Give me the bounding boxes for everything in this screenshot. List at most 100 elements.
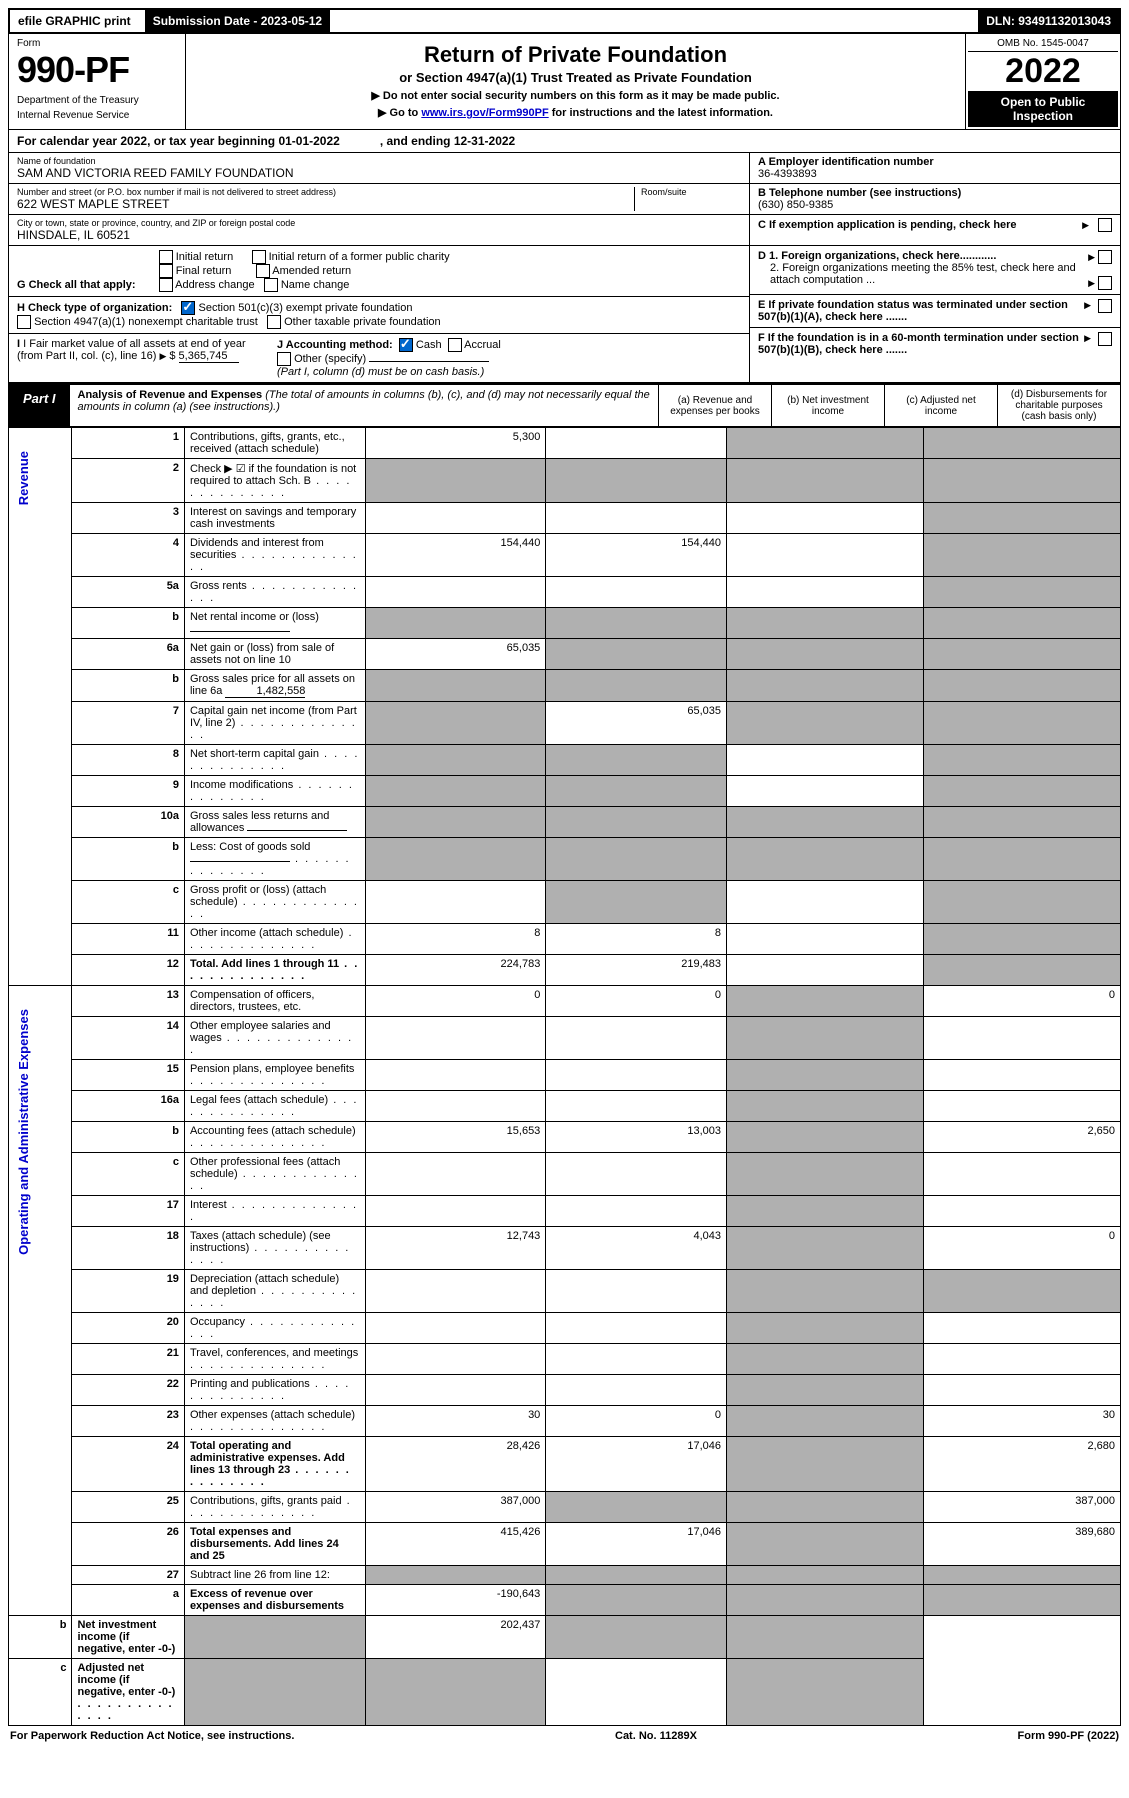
amount-cell (546, 577, 727, 608)
amount-cell: 65,035 (546, 702, 727, 745)
j-accrual-checkbox[interactable] (448, 338, 462, 352)
j-other-input[interactable] (369, 361, 489, 362)
amount-cell (184, 1659, 365, 1726)
table-row: 12Total. Add lines 1 through 11224,78321… (9, 955, 1121, 986)
table-row: 4Dividends and interest from securities1… (9, 534, 1121, 577)
j-cash-checkbox[interactable] (399, 338, 413, 352)
amount-cell (546, 1566, 727, 1585)
amount-cell (546, 1344, 727, 1375)
amount-cell (727, 1585, 924, 1616)
line-number: 15 (72, 1060, 184, 1091)
amount-cell: 30 (923, 1406, 1120, 1437)
g-final-checkbox[interactable] (159, 264, 173, 278)
h-501c3-checkbox[interactable] (181, 301, 195, 315)
addr-label: Number and street (or P.O. box number if… (17, 187, 634, 197)
amount-cell (923, 807, 1120, 838)
h-4947-checkbox[interactable] (17, 315, 31, 329)
amount-cell: 17,046 (546, 1437, 727, 1492)
identity-grid: Name of foundation SAM AND VICTORIA REED… (8, 153, 1121, 246)
amount-cell: 0 (923, 1227, 1120, 1270)
line-number: 23 (72, 1406, 184, 1437)
amount-cell (546, 459, 727, 503)
amount-cell (365, 1566, 546, 1585)
table-row: aExcess of revenue over expenses and dis… (9, 1585, 1121, 1616)
i-j-row: I I Fair market value of all assets at e… (9, 334, 749, 382)
g-former-checkbox[interactable] (252, 250, 266, 264)
amount-cell (365, 1060, 546, 1091)
amount-cell (546, 1060, 727, 1091)
line-number: 25 (72, 1492, 184, 1523)
g-address-checkbox[interactable] (159, 278, 173, 292)
amount-cell (365, 1375, 546, 1406)
omb-number: OMB No. 1545-0047 (968, 36, 1118, 52)
line-description: Net rental income or (loss) (184, 608, 365, 639)
cal-end: , and ending 12-31-2022 (380, 134, 515, 148)
amount-cell (365, 1270, 546, 1313)
table-row: bNet rental income or (loss) (9, 608, 1121, 639)
amount-cell: 8 (365, 924, 546, 955)
amount-cell (923, 577, 1120, 608)
line-description: Compensation of officers, directors, tru… (184, 986, 365, 1017)
page-footer: For Paperwork Reduction Act Notice, see … (8, 1726, 1121, 1746)
amount-cell (546, 1375, 727, 1406)
amount-cell: 154,440 (546, 534, 727, 577)
amount-cell (365, 608, 546, 639)
amount-cell (365, 1017, 546, 1060)
amount-cell (184, 1616, 365, 1659)
amount-cell (546, 1196, 727, 1227)
amount-cell (546, 776, 727, 807)
amount-cell (923, 1091, 1120, 1122)
amount-cell (727, 1375, 924, 1406)
col-c-header: (c) Adjusted net income (884, 385, 997, 426)
line-description: Other expenses (attach schedule) (184, 1406, 365, 1437)
d1-checkbox[interactable] (1098, 250, 1112, 264)
amount-cell: 15,653 (365, 1122, 546, 1153)
table-row: bLess: Cost of goods sold (9, 838, 1121, 881)
amount-cell (923, 503, 1120, 534)
line-number: 4 (72, 534, 184, 577)
amount-cell (546, 1313, 727, 1344)
g-amended-checkbox[interactable] (256, 264, 270, 278)
table-row: 24Total operating and administrative exp… (9, 1437, 1121, 1492)
line-number: b (72, 1122, 184, 1153)
d2-checkbox[interactable] (1098, 276, 1112, 290)
line-number: 7 (72, 702, 184, 745)
f-checkbox[interactable] (1098, 332, 1112, 346)
amount-cell: 0 (546, 986, 727, 1017)
table-row: 21Travel, conferences, and meetings (9, 1344, 1121, 1375)
form-title: Return of Private Foundation (198, 42, 953, 68)
amount-cell: 17,046 (546, 1523, 727, 1566)
line-description: Other income (attach schedule) (184, 924, 365, 955)
amount-cell (365, 503, 546, 534)
c-checkbox[interactable] (1098, 218, 1112, 232)
revenue-vlabel: Revenue (14, 431, 33, 525)
form-link[interactable]: www.irs.gov/Form990PF (421, 107, 548, 119)
amount-cell (727, 503, 924, 534)
g-name-checkbox[interactable] (264, 278, 278, 292)
amount-cell (727, 1566, 924, 1585)
e-checkbox[interactable] (1098, 299, 1112, 313)
amount-cell (546, 608, 727, 639)
amount-cell (727, 1122, 924, 1153)
g-initial-checkbox[interactable] (159, 250, 173, 264)
line-number: 14 (72, 1017, 184, 1060)
amount-cell (546, 1585, 727, 1616)
table-row: 19Depreciation (attach schedule) and dep… (9, 1270, 1121, 1313)
section-g-h: G Check all that apply: Initial return I… (8, 246, 1121, 383)
e-text: E If private foundation status was termi… (758, 299, 1080, 323)
efile-label[interactable]: efile GRAPHIC print (10, 10, 139, 32)
table-row: cAdjusted net income (if negative, enter… (9, 1659, 1121, 1726)
line-number: 12 (72, 955, 184, 986)
col-b-header: (b) Net investment income (771, 385, 884, 426)
line-description: Gross profit or (loss) (attach schedule) (184, 881, 365, 924)
amount-cell: 202,437 (365, 1616, 546, 1659)
table-row: 3Interest on savings and temporary cash … (9, 503, 1121, 534)
h-other-checkbox[interactable] (267, 315, 281, 329)
line-number: 11 (72, 924, 184, 955)
amount-cell: 5,300 (365, 428, 546, 459)
j-other-checkbox[interactable] (277, 352, 291, 366)
table-row: bNet investment income (if negative, ent… (9, 1616, 1121, 1659)
city-label: City or town, state or province, country… (17, 218, 741, 228)
f-text: F If the foundation is in a 60-month ter… (758, 332, 1080, 356)
amount-cell (923, 745, 1120, 776)
